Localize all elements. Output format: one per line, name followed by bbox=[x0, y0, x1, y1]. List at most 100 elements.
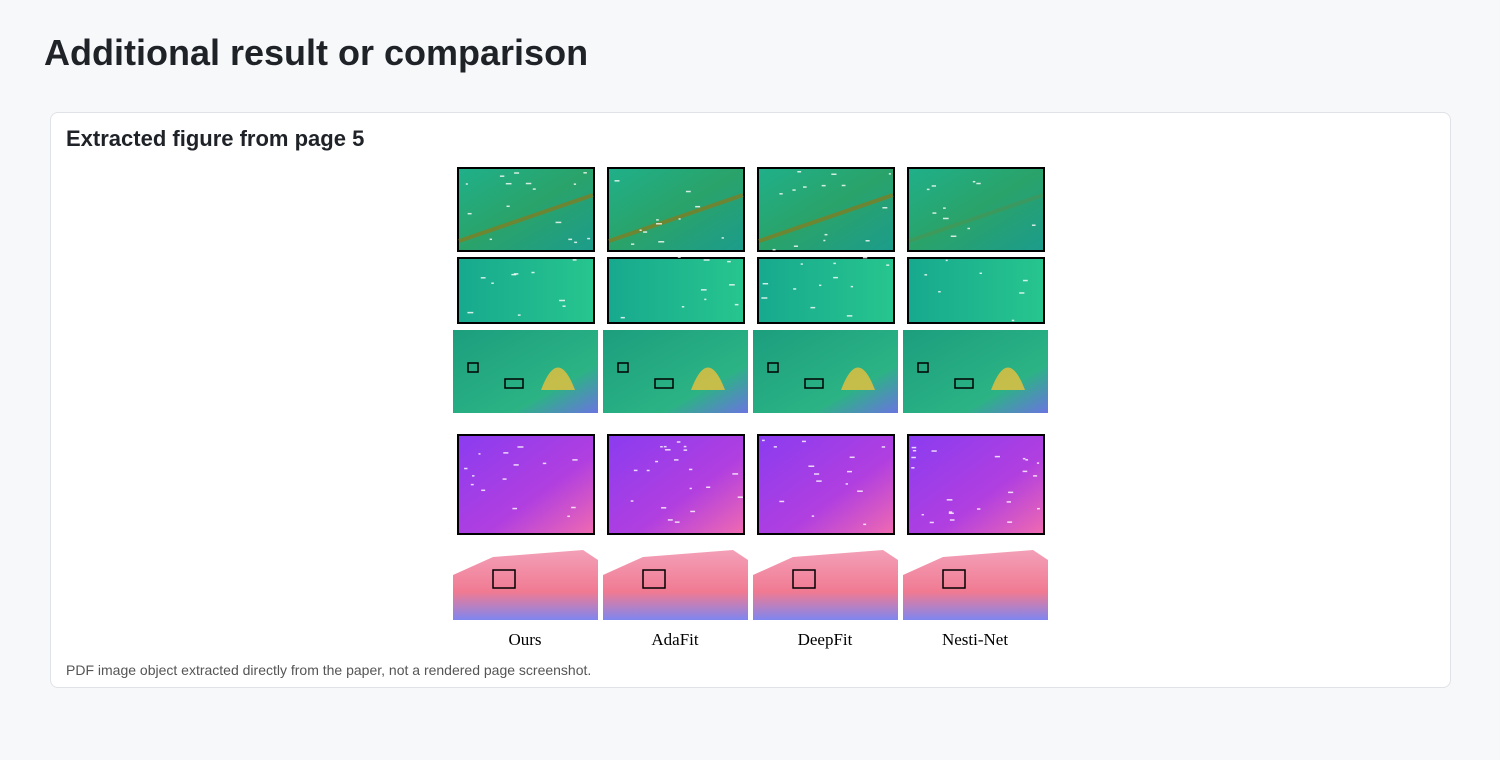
speckle bbox=[1031, 224, 1036, 226]
speckle bbox=[499, 175, 505, 177]
speckle bbox=[663, 445, 667, 448]
speckle bbox=[929, 521, 934, 524]
speckle bbox=[800, 263, 803, 265]
speckle bbox=[926, 188, 930, 191]
speckle bbox=[810, 306, 816, 309]
zoom-panel bbox=[757, 167, 895, 252]
speckle bbox=[912, 449, 917, 452]
speckle bbox=[1011, 319, 1015, 322]
speckle bbox=[845, 483, 848, 485]
speckle bbox=[824, 233, 828, 236]
speckle bbox=[862, 256, 868, 259]
speckle bbox=[950, 235, 957, 238]
speckle bbox=[924, 274, 928, 276]
dome bbox=[541, 367, 575, 390]
car bbox=[753, 550, 898, 620]
inset-box bbox=[617, 362, 629, 373]
speckle bbox=[945, 259, 948, 262]
speckle bbox=[559, 299, 566, 302]
speckle bbox=[690, 510, 696, 513]
zoom-panel bbox=[457, 167, 595, 252]
car bbox=[603, 550, 748, 620]
speckle bbox=[942, 217, 949, 220]
speckle bbox=[480, 277, 486, 279]
speckle bbox=[943, 207, 946, 209]
speckle bbox=[888, 173, 891, 175]
speckle bbox=[814, 473, 820, 475]
inset-box bbox=[954, 378, 974, 389]
speckle bbox=[811, 515, 815, 517]
figure: Ours AdaFit DeepFit Nesti-Net bbox=[453, 167, 1048, 649]
speckle bbox=[631, 243, 635, 245]
column-label: AdaFit bbox=[651, 630, 699, 649]
speckle bbox=[683, 449, 688, 451]
inset-box bbox=[792, 569, 816, 589]
stripe bbox=[608, 193, 744, 243]
card-title: Extracted figure from page 5 bbox=[66, 126, 365, 151]
speckle bbox=[1025, 459, 1029, 461]
speckle bbox=[639, 229, 642, 232]
speckle bbox=[568, 238, 573, 241]
speckle bbox=[700, 289, 707, 291]
speckle bbox=[695, 205, 701, 208]
speckle bbox=[976, 508, 981, 510]
speckle bbox=[506, 205, 510, 208]
inset-box bbox=[642, 569, 666, 589]
speckle bbox=[850, 285, 854, 288]
speckle bbox=[948, 511, 953, 513]
speckle bbox=[704, 298, 707, 301]
dome bbox=[691, 367, 725, 390]
inset-box bbox=[767, 362, 779, 373]
speckle bbox=[514, 172, 520, 174]
speckle bbox=[911, 456, 916, 459]
speckle bbox=[1019, 292, 1025, 294]
speckle bbox=[683, 445, 687, 448]
speckle bbox=[1007, 521, 1013, 523]
figure-card: Extracted figure from page 5 Ours AdaFit D… bbox=[50, 112, 1451, 688]
speckle bbox=[865, 240, 870, 242]
speckle bbox=[525, 182, 532, 185]
speckle bbox=[555, 221, 562, 224]
speckle bbox=[656, 219, 659, 221]
speckle bbox=[773, 446, 777, 448]
speckle bbox=[821, 184, 826, 187]
speckle bbox=[478, 453, 481, 455]
speckle bbox=[614, 180, 620, 182]
speckle bbox=[646, 469, 650, 472]
speckle bbox=[1022, 279, 1028, 282]
speckle bbox=[931, 450, 937, 452]
zoom-panel bbox=[907, 257, 1045, 324]
zoom-panel bbox=[907, 434, 1045, 535]
speckle bbox=[505, 182, 512, 185]
speckle bbox=[688, 468, 693, 471]
speckle bbox=[932, 212, 937, 214]
column-label: Ours bbox=[508, 630, 541, 649]
speckle bbox=[464, 467, 468, 470]
speckle bbox=[513, 464, 519, 466]
speckle bbox=[660, 446, 663, 448]
speckle bbox=[737, 496, 744, 498]
car bbox=[903, 550, 1048, 620]
inset-box bbox=[804, 378, 824, 389]
speckle bbox=[949, 519, 955, 521]
speckle bbox=[503, 452, 509, 454]
speckle bbox=[667, 519, 673, 521]
speckle bbox=[489, 238, 493, 241]
speckle bbox=[465, 183, 468, 185]
speckle bbox=[542, 462, 547, 465]
speckle bbox=[931, 185, 937, 187]
speckle bbox=[512, 507, 518, 510]
inset-box bbox=[504, 378, 524, 389]
speckle bbox=[676, 441, 681, 443]
speckle bbox=[689, 487, 692, 490]
speckle bbox=[532, 188, 536, 190]
speckle bbox=[1022, 457, 1026, 460]
speckle bbox=[1036, 462, 1040, 464]
speckle bbox=[655, 460, 659, 463]
speckle bbox=[886, 264, 890, 266]
speckle bbox=[1008, 491, 1014, 494]
speckle bbox=[664, 449, 671, 451]
speckle bbox=[846, 315, 853, 317]
zoom-panel bbox=[457, 434, 595, 535]
